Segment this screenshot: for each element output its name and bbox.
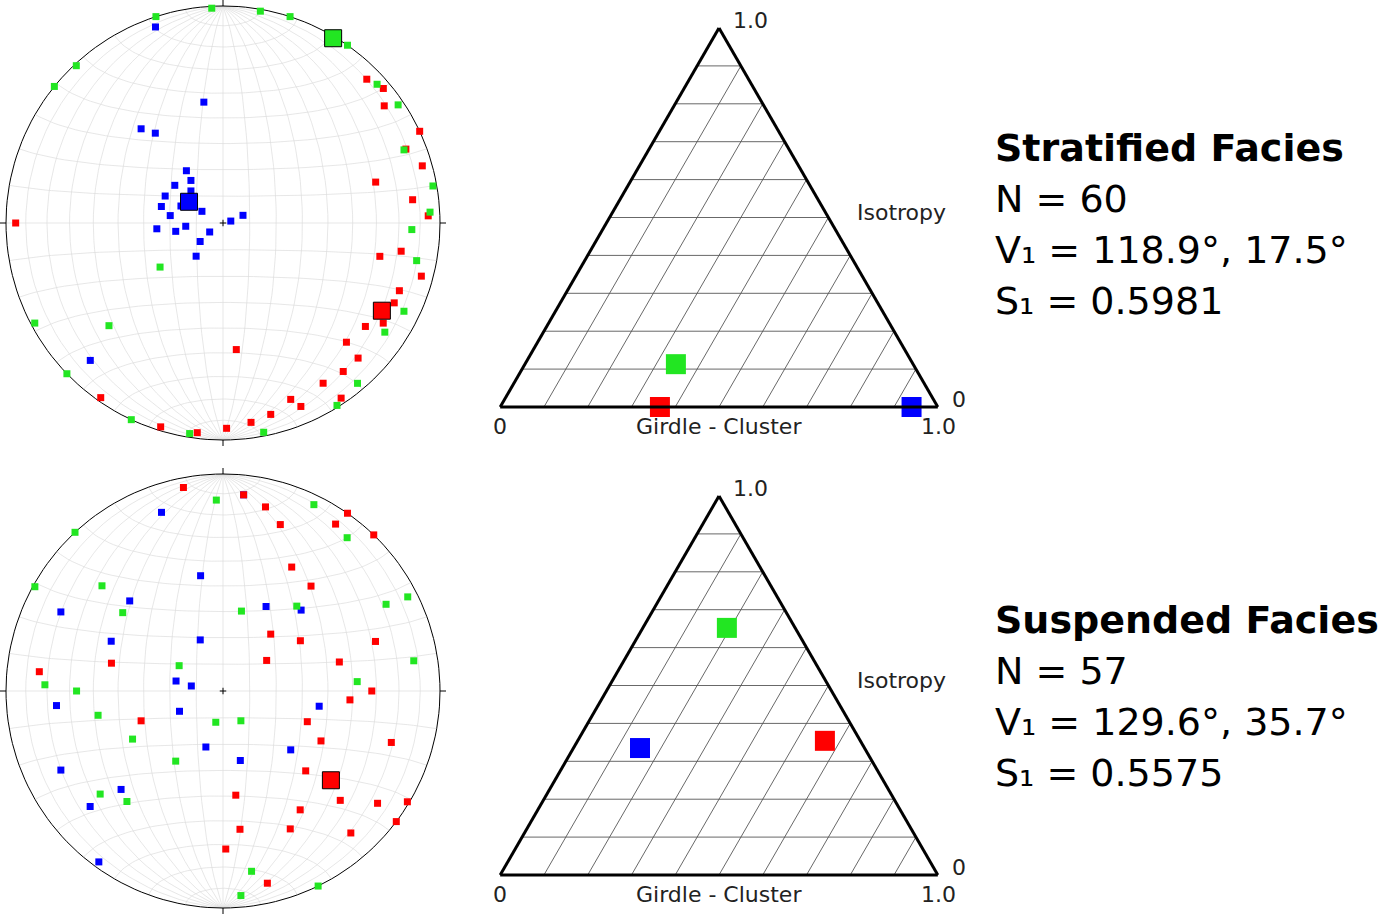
svg-text:V₁ = 118.9°, 17.5°: V₁ = 118.9°, 17.5° [995,228,1348,272]
svg-text:Isotropy: Isotropy [857,200,946,225]
svg-text:N = 57: N = 57 [995,649,1128,693]
svg-text:1.0: 1.0 [733,476,768,501]
svg-text:Girdle - Cluster: Girdle - Cluster [636,414,802,439]
svg-text:0: 0 [493,882,507,907]
svg-text:0: 0 [952,855,966,880]
svg-text:Stratified Facies: Stratified Facies [995,126,1344,170]
svg-text:0: 0 [493,414,507,439]
svg-text:1.0: 1.0 [921,414,956,439]
svg-text:N = 60: N = 60 [995,177,1128,221]
svg-text:1.0: 1.0 [921,882,956,907]
svg-text:S₁ = 0.5575: S₁ = 0.5575 [995,751,1223,795]
svg-text:Suspended Facies: Suspended Facies [995,598,1379,642]
svg-text:0: 0 [952,387,966,412]
svg-text:Isotropy: Isotropy [857,668,946,693]
svg-text:S₁ = 0.5981: S₁ = 0.5981 [995,279,1223,323]
svg-text:V₁ = 129.6°, 35.7°: V₁ = 129.6°, 35.7° [995,700,1348,744]
svg-text:1.0: 1.0 [733,8,768,33]
svg-text:Girdle - Cluster: Girdle - Cluster [636,882,802,907]
